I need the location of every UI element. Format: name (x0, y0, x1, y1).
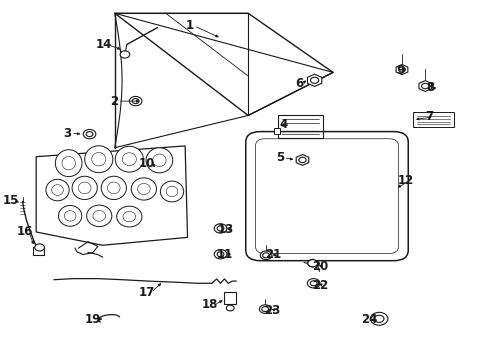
Ellipse shape (101, 176, 126, 199)
Text: 24: 24 (361, 313, 377, 327)
Ellipse shape (93, 211, 105, 221)
Text: 23: 23 (264, 304, 280, 317)
Polygon shape (36, 146, 187, 245)
Circle shape (217, 226, 224, 231)
Ellipse shape (46, 179, 69, 201)
Text: 20: 20 (311, 260, 327, 273)
Circle shape (373, 315, 383, 322)
Text: 12: 12 (397, 174, 413, 187)
Text: 4: 4 (279, 118, 287, 131)
Text: 5: 5 (275, 151, 283, 164)
Text: 1: 1 (185, 19, 194, 32)
Circle shape (260, 251, 271, 260)
Circle shape (310, 77, 318, 84)
Circle shape (398, 67, 405, 72)
Circle shape (421, 84, 428, 89)
Circle shape (217, 252, 224, 257)
Ellipse shape (146, 148, 172, 173)
Ellipse shape (115, 146, 143, 172)
Circle shape (129, 96, 142, 106)
Ellipse shape (78, 182, 91, 194)
Text: 2: 2 (109, 95, 118, 108)
Circle shape (370, 312, 387, 325)
Text: 13: 13 (217, 222, 233, 236)
Polygon shape (296, 154, 308, 165)
Ellipse shape (152, 154, 166, 167)
Text: 21: 21 (264, 248, 281, 261)
Polygon shape (278, 116, 323, 138)
Text: 19: 19 (84, 313, 101, 327)
Circle shape (120, 51, 129, 58)
Ellipse shape (107, 182, 120, 194)
Text: 10: 10 (139, 157, 155, 170)
FancyBboxPatch shape (224, 292, 236, 305)
Ellipse shape (55, 150, 82, 177)
Text: 16: 16 (17, 225, 33, 238)
Ellipse shape (62, 157, 75, 170)
Ellipse shape (92, 153, 105, 166)
Text: 8: 8 (425, 81, 433, 94)
FancyBboxPatch shape (33, 247, 44, 255)
Text: 11: 11 (216, 248, 233, 261)
Text: 17: 17 (139, 286, 155, 299)
Polygon shape (395, 64, 407, 75)
Ellipse shape (131, 178, 156, 200)
Ellipse shape (64, 211, 76, 221)
Text: 9: 9 (395, 64, 403, 77)
Circle shape (83, 130, 96, 139)
Ellipse shape (59, 206, 81, 226)
Ellipse shape (117, 206, 142, 227)
Circle shape (298, 157, 305, 163)
Circle shape (214, 224, 226, 233)
Ellipse shape (166, 186, 178, 197)
Text: 18: 18 (202, 298, 218, 311)
Circle shape (262, 253, 269, 258)
Text: 22: 22 (311, 279, 327, 292)
Ellipse shape (72, 176, 97, 199)
FancyBboxPatch shape (273, 128, 279, 134)
Circle shape (214, 249, 226, 259)
Text: 15: 15 (2, 194, 19, 207)
Text: 6: 6 (294, 77, 303, 90)
Circle shape (261, 307, 268, 312)
Ellipse shape (84, 146, 113, 173)
Ellipse shape (86, 205, 112, 226)
Ellipse shape (122, 153, 136, 166)
Circle shape (226, 305, 234, 311)
Circle shape (310, 281, 316, 286)
Polygon shape (307, 74, 321, 86)
Text: 14: 14 (96, 38, 112, 51)
Circle shape (307, 260, 317, 267)
Text: 3: 3 (63, 127, 71, 140)
Polygon shape (418, 81, 431, 91)
Ellipse shape (137, 183, 150, 194)
Circle shape (132, 99, 139, 104)
Circle shape (35, 244, 44, 251)
Circle shape (259, 305, 270, 314)
Circle shape (307, 279, 319, 288)
Circle shape (86, 132, 93, 136)
Text: 7: 7 (424, 111, 432, 123)
Polygon shape (412, 112, 453, 127)
Ellipse shape (123, 211, 135, 222)
Ellipse shape (52, 185, 63, 195)
Ellipse shape (160, 181, 183, 202)
